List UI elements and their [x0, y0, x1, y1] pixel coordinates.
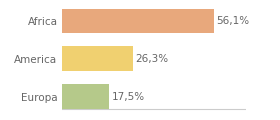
Bar: [62, 46, 133, 71]
Bar: [62, 9, 214, 33]
Text: 26,3%: 26,3%: [135, 54, 168, 64]
Text: 56,1%: 56,1%: [216, 16, 249, 26]
Bar: [62, 84, 109, 109]
Text: 17,5%: 17,5%: [111, 92, 144, 102]
